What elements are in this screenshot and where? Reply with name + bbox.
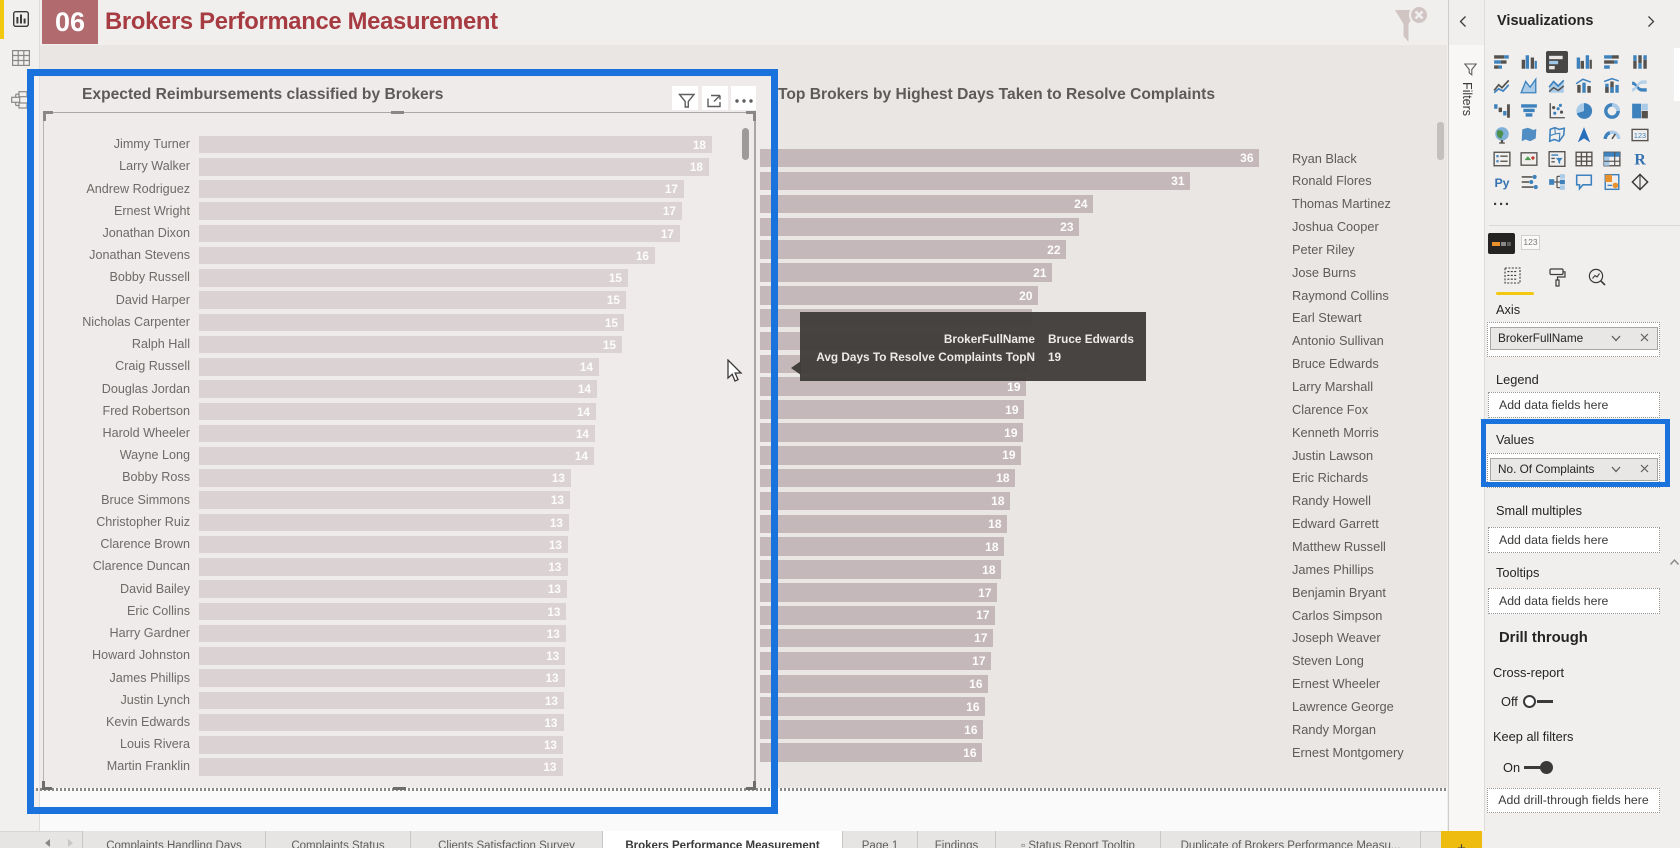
svg-text:R: R xyxy=(1635,152,1647,168)
svg-text:Py: Py xyxy=(1494,176,1509,190)
svg-text:123: 123 xyxy=(1634,131,1646,140)
